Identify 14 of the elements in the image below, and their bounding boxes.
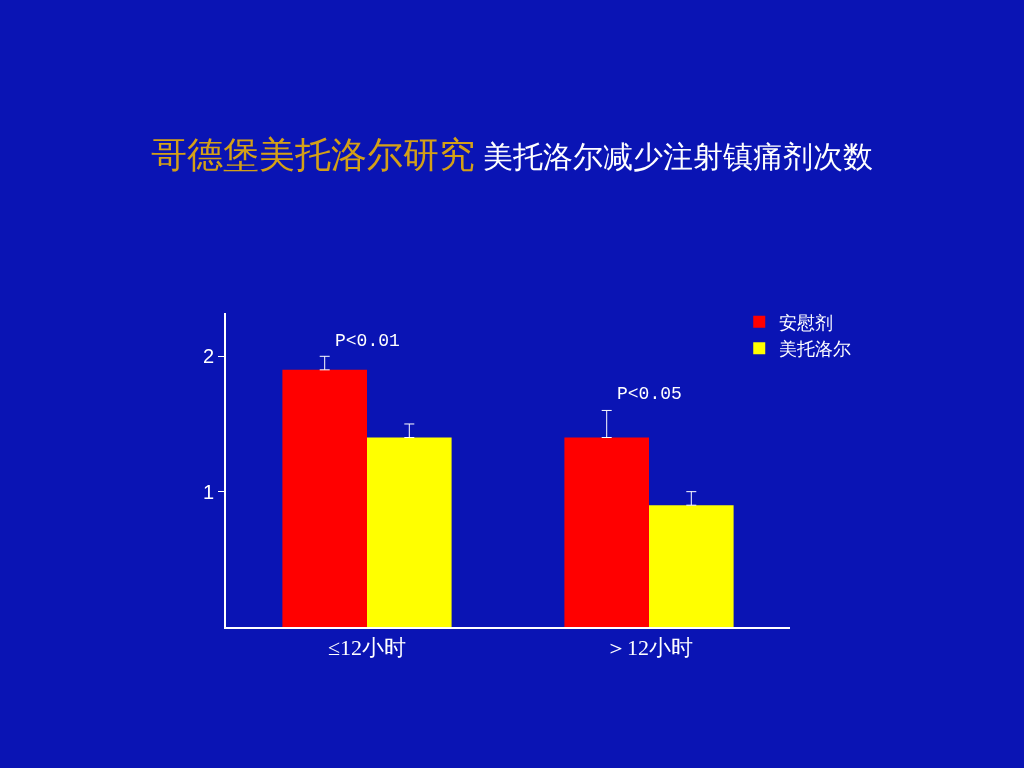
bar — [282, 369, 367, 627]
annotation: P<0.05 — [617, 384, 682, 404]
legend-label: 美托洛尔 — [779, 339, 852, 360]
x-tick-label: ≤12小时 — [327, 635, 407, 661]
chart-subtitle: 美托洛尔减少注射镇痛剂次数 — [483, 140, 874, 174]
bar — [367, 437, 452, 627]
y-tick-label: 1 — [202, 480, 214, 503]
bar — [649, 505, 734, 627]
x-tick-label: ＞12小时 — [605, 635, 693, 661]
y-tick-label: 2 — [202, 345, 214, 368]
chart-title: 哥德堡美托洛尔研究 — [150, 135, 475, 176]
bar — [564, 437, 649, 627]
legend-label: 安慰剂 — [779, 312, 834, 333]
annotation: P<0.01 — [335, 331, 400, 351]
